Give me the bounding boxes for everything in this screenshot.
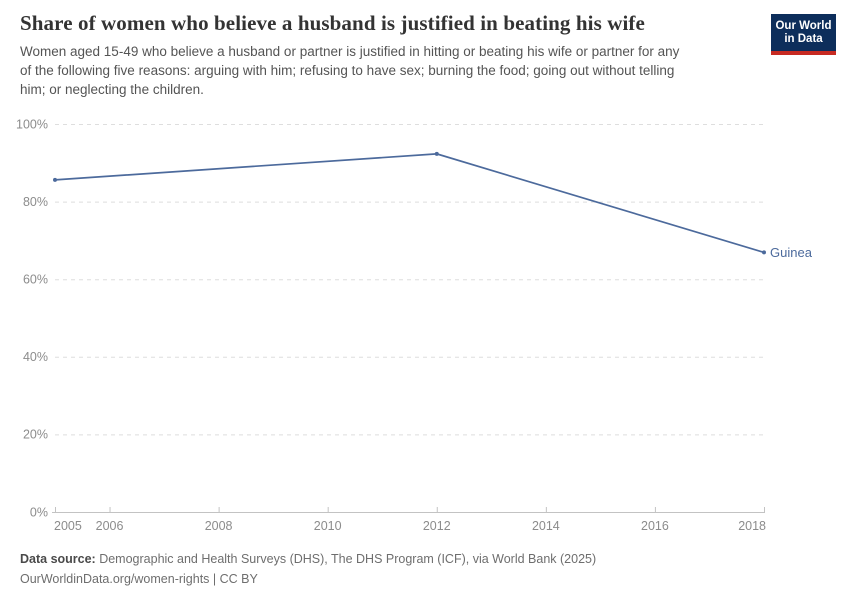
chart-footer: Data source: Demographic and Health Surv… <box>20 549 830 589</box>
chart-header: Share of women who believe a husband is … <box>20 10 765 99</box>
x-tick-label: 2010 <box>314 519 342 533</box>
owid-logo-line1: Our World <box>775 20 832 32</box>
data-source-text: Demographic and Health Surveys (DHS), Th… <box>95 552 597 566</box>
chart-subtitle: Women aged 15-49 who believe a husband o… <box>20 42 765 99</box>
chart-title: Share of women who believe a husband is … <box>20 11 645 35</box>
owid-logo-line2: in Data <box>784 33 823 45</box>
chart-subtitle-line: him; or neglecting the children. <box>20 82 204 97</box>
y-tick-label: 80% <box>23 195 48 209</box>
y-tick-label: 40% <box>23 350 48 364</box>
x-tick-label: 2014 <box>532 519 560 533</box>
chart-subtitle-line: of the following five reasons: arguing w… <box>20 63 675 78</box>
x-tick-label: 2016 <box>641 519 669 533</box>
data-source-label: Data source: <box>20 552 96 566</box>
y-tick-label: 100% <box>16 117 48 131</box>
y-tick-label: 0% <box>30 505 48 519</box>
x-tick-label: 2012 <box>423 519 451 533</box>
series-line[interactable] <box>54 153 765 254</box>
x-tick-label: 2005 <box>54 519 82 533</box>
series-label-guinea[interactable]: Guinea <box>770 245 813 260</box>
data-point[interactable] <box>53 177 57 182</box>
x-tick-label: 2006 <box>96 519 124 533</box>
license-link[interactable]: OurWorldinData.org/women-rights | CC BY <box>20 572 258 586</box>
owid-logo[interactable]: Our World in Data <box>771 14 836 55</box>
y-tick-label: 20% <box>23 428 48 442</box>
x-tick-label: 2018 <box>738 519 766 533</box>
y-tick-label: 60% <box>23 273 48 287</box>
line-chart[interactable]: 0% 20% 40% 60% 80% 100% 2005 2006 2008 2010 2012 20… <box>0 0 850 545</box>
data-point[interactable] <box>434 151 439 156</box>
data-point[interactable] <box>762 250 766 255</box>
chart-subtitle-line: Women aged 15-49 who believe a husband o… <box>20 44 680 59</box>
data-source-line: Data source: Demographic and Health Surv… <box>20 549 830 569</box>
x-tick-label: 2008 <box>205 519 233 533</box>
